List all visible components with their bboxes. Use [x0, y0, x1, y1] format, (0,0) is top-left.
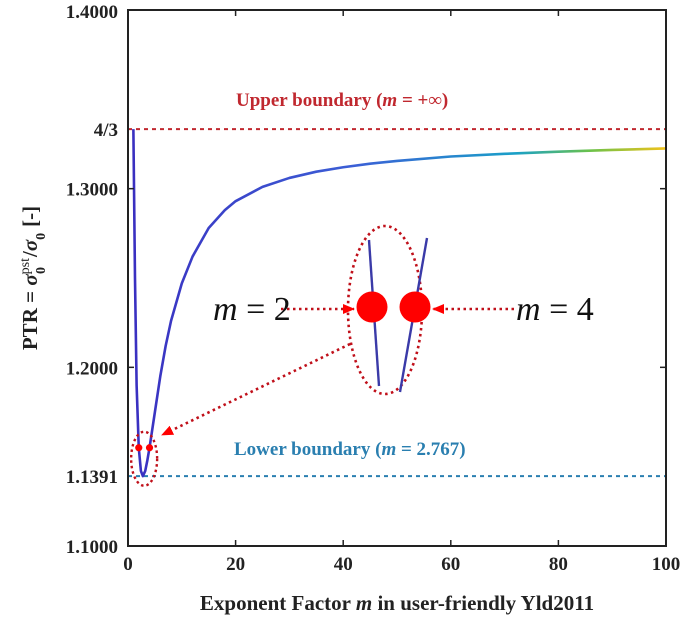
marker-m2 [135, 444, 143, 452]
y-tick-label: 1.1000 [66, 537, 118, 558]
y-axis-title-den-sym: σ [18, 239, 42, 251]
x-tick-label: 60 [441, 554, 460, 575]
y-axis-ticks: 1.1000 1.2000 1.3000 1.4000 [66, 2, 666, 558]
lower-label-var: m [381, 439, 396, 460]
annotation-m4: m = 4 [516, 291, 594, 328]
annotation-arrows [161, 304, 514, 437]
marker-m4 [145, 444, 154, 452]
upper-label-var: m [382, 90, 397, 111]
x-axis-title-var: m [356, 591, 372, 615]
y-axis-title-den-sub: 0 [34, 233, 49, 240]
annotation-m2: m = 2 [213, 291, 291, 328]
y-axis-title-slash: / [18, 250, 42, 258]
x-tick-label: 0 [123, 554, 133, 575]
y-tick-label: 1.2000 [66, 358, 118, 379]
lower-boundary-tick-label: 1.1391 [66, 467, 118, 488]
zoom-marker-m4 [399, 291, 431, 323]
zoom-inset [346, 224, 431, 396]
x-tick-label: 40 [334, 554, 353, 575]
y-axis-title: PTR = σpst0/σ0[-] [18, 206, 49, 350]
y-axis-title-num-sup: pst [18, 258, 33, 274]
upper-boundary-tick-label: 4/3 [94, 120, 118, 141]
zoom-marker-m2 [356, 291, 388, 323]
lower-label-prefix: Lower boundary ( [234, 439, 381, 460]
x-axis-title-suffix: in user-friendly Yld2011 [372, 591, 594, 615]
y-axis-title-num-sym: σ [18, 274, 42, 286]
upper-label-suffix: = +∞) [397, 90, 448, 111]
ptr-curve [132, 129, 667, 478]
y-axis-title-unit: [-] [18, 206, 42, 227]
y-tick-label: 1.3000 [66, 180, 118, 201]
reference-lines [128, 128, 666, 478]
x-axis-title-prefix: Exponent Factor [200, 591, 356, 615]
lower-boundary-label: Lower boundary (m = 2.767) [234, 439, 466, 460]
annotation-m4-var: m [516, 291, 541, 328]
lower-label-suffix: = 2.767) [396, 439, 465, 460]
plot-frame [127, 9, 667, 547]
annotation-m4-text: = 4 [541, 291, 594, 328]
x-tick-label: 100 [652, 554, 681, 575]
annotation-m2-var: m [213, 291, 238, 328]
arrow-zoom [161, 342, 351, 437]
x-tick-label: 20 [226, 554, 245, 575]
y-tick-label: 1.4000 [66, 2, 118, 23]
zoom-source-ellipse [129, 430, 159, 487]
upper-label-prefix: Upper boundary ( [236, 90, 382, 111]
y-axis-title-prefix: PTR = [18, 286, 42, 350]
x-axis-ticks: 0 20 40 60 80 100 [123, 10, 680, 575]
y-axis-title-num-sub: 0 [34, 267, 49, 274]
x-tick-label: 80 [549, 554, 568, 575]
annotation-m2-text: = 2 [238, 291, 291, 328]
x-axis-title: Exponent Factor m in user-friendly Yld20… [200, 591, 594, 615]
upper-boundary-label: Upper boundary (m = +∞) [236, 90, 448, 111]
